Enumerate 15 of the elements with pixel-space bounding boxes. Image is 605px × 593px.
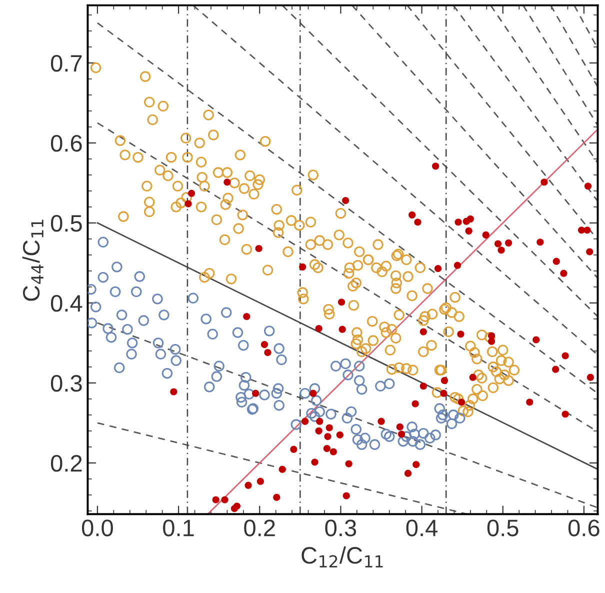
x-tick-label: 0.2 [244,520,275,536]
y-tick-label: 0.4 [50,295,82,312]
x-tick-label: 0.0 [82,520,113,536]
x-tick-label: 0.4 [406,520,438,536]
x-tick-label: 0.3 [325,520,356,536]
y-tick-label: 0.2 [50,455,82,472]
x-axis-title: C$_{12}$/C$_{11}$ [302,546,383,568]
x-tick-label: 0.1 [163,520,194,536]
x-tick-label: 0.5 [487,520,518,536]
y-tick-label: 0.5 [50,215,82,232]
y-axis-title: C$_{44}$/C$_{11}$ [22,220,44,301]
y-tick-label: 0.7 [50,55,82,72]
y-tick-label: 0.3 [50,375,82,392]
y-tick-label: 0.6 [50,135,82,152]
x-tick-label: 0.6 [568,520,600,536]
